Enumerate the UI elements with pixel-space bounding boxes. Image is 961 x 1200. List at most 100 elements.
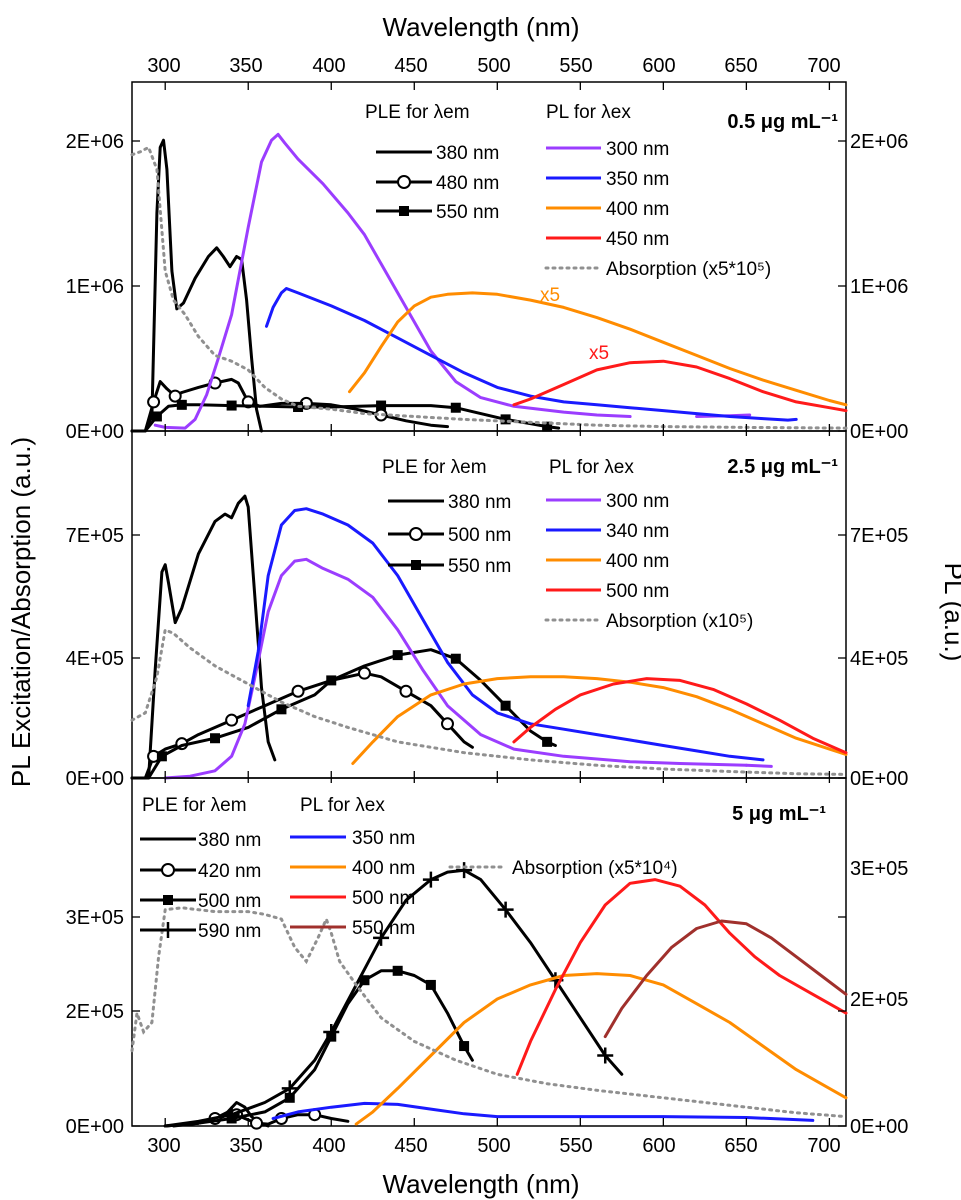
data-marker bbox=[459, 1041, 470, 1052]
series-line bbox=[348, 291, 848, 407]
data-marker bbox=[542, 736, 553, 747]
left-y-tick-label: 0E+00 bbox=[66, 421, 124, 443]
series-line bbox=[130, 377, 449, 433]
concentration-label: 0.5 μg mL⁻¹ bbox=[727, 111, 838, 133]
data-marker bbox=[399, 684, 413, 698]
left-y-tick-label: 7E+05 bbox=[66, 525, 124, 547]
data-marker bbox=[281, 1080, 298, 1097]
right-y-tick-label: 0E+00 bbox=[850, 421, 908, 443]
ple-legend-header: PLE for λem bbox=[382, 457, 487, 478]
legend-label: 550 nm bbox=[436, 202, 499, 223]
legend-marker-square bbox=[399, 206, 409, 216]
data-marker bbox=[542, 421, 553, 432]
left-y-tick-label: 0E+00 bbox=[66, 1116, 124, 1138]
left-y-tick-label: 2E+05 bbox=[66, 1001, 124, 1023]
data-marker bbox=[223, 1106, 240, 1123]
data-marker bbox=[291, 684, 305, 698]
data-marker bbox=[156, 751, 167, 762]
series-line bbox=[265, 287, 798, 422]
legend-label: 350 nm bbox=[352, 828, 415, 849]
legend-label: 450 nm bbox=[606, 229, 669, 250]
concentration-label: 5 μg mL⁻¹ bbox=[732, 803, 826, 825]
panel-frame bbox=[131, 430, 847, 779]
bottom-tick-label: 450 bbox=[394, 1135, 427, 1157]
series-line bbox=[246, 507, 765, 762]
series-line bbox=[153, 132, 632, 430]
top-tick-labels: 300 350 400 450 500 550 600 650 700 bbox=[147, 55, 840, 77]
legend-label: 400 nm bbox=[606, 551, 669, 572]
bottom-tick-label: 600 bbox=[642, 1135, 675, 1157]
series-line bbox=[351, 675, 848, 765]
right-y-tick-label: 7E+05 bbox=[850, 525, 908, 547]
top-tick-label: 600 bbox=[642, 55, 675, 77]
top-tick-label: 400 bbox=[312, 55, 345, 77]
bottom-tick-label: 550 bbox=[559, 1135, 592, 1157]
x-axis-title-top: Wavelength (nm) bbox=[383, 12, 580, 42]
data-marker bbox=[597, 1047, 614, 1064]
top-tick-label: 700 bbox=[807, 55, 840, 77]
data-marker bbox=[326, 675, 337, 686]
legend-label: 500 nm bbox=[352, 888, 415, 909]
right-y-tick-label: 0E+00 bbox=[850, 1116, 908, 1138]
left-y-tick-label: 1E+06 bbox=[66, 276, 124, 298]
y-axis-title-left: PL Excitation/Absorption (a.u.) bbox=[6, 437, 36, 787]
series-line bbox=[130, 494, 277, 780]
panel-5: 0E+00 2E+05 3E+05 0E+00 2E+05 3E+05 5 μg… bbox=[66, 777, 908, 1138]
left-y-tick-label: 0E+00 bbox=[66, 768, 124, 790]
ple-legend-header: PLE for λem bbox=[365, 102, 470, 123]
legend-label: 300 nm bbox=[606, 139, 669, 160]
data-marker bbox=[497, 901, 514, 918]
legend-label: 300 nm bbox=[606, 491, 669, 512]
left-y-tick-label: 4E+05 bbox=[66, 648, 124, 670]
bottom-tick-label: 650 bbox=[724, 1135, 757, 1157]
data-marker bbox=[225, 713, 239, 727]
data-marker bbox=[226, 400, 237, 411]
legend-label: 550 nm bbox=[448, 556, 511, 577]
bottom-tick-label: 400 bbox=[312, 1135, 345, 1157]
series-line bbox=[515, 878, 848, 1076]
data-marker bbox=[376, 400, 387, 411]
top-tick-label: 550 bbox=[559, 55, 592, 77]
series-line bbox=[512, 677, 848, 755]
top-tick-label: 650 bbox=[724, 55, 757, 77]
data-marker bbox=[392, 650, 403, 661]
data-marker bbox=[373, 929, 390, 946]
top-tick-label: 450 bbox=[394, 55, 427, 77]
series-line bbox=[163, 969, 474, 1128]
data-marker bbox=[422, 871, 439, 888]
legend-label: 380 nm bbox=[436, 143, 499, 164]
y-axis-title-right: PL (a.u.) bbox=[939, 563, 961, 662]
series-line bbox=[163, 557, 748, 780]
data-marker bbox=[176, 399, 187, 410]
series-line bbox=[163, 868, 624, 1128]
ple-legend-header: PLE for λem bbox=[142, 795, 247, 816]
top-tick-label: 350 bbox=[229, 55, 262, 77]
pl-legend-header: PL for λex bbox=[300, 795, 385, 816]
right-y-tick-label: 1E+06 bbox=[850, 276, 908, 298]
right-y-tick-label: 2E+05 bbox=[850, 989, 908, 1011]
bottom-tick-label: 500 bbox=[477, 1135, 510, 1157]
series-line bbox=[354, 972, 848, 1126]
data-marker bbox=[323, 1023, 340, 1040]
legend-marker-square bbox=[163, 895, 173, 905]
x-axis-title-bottom: Wavelength (nm) bbox=[383, 1169, 580, 1199]
legend-label: 480 nm bbox=[436, 173, 499, 194]
axis-ticks bbox=[132, 82, 846, 1127]
legend-marker-circle bbox=[397, 175, 411, 189]
legend-label: 340 nm bbox=[606, 521, 669, 542]
curves bbox=[130, 862, 848, 1130]
data-marker bbox=[359, 975, 370, 986]
legend-label: 590 nm bbox=[198, 921, 261, 942]
data-marker bbox=[500, 700, 511, 711]
data-marker bbox=[425, 979, 436, 990]
top-tick-label: 500 bbox=[477, 55, 510, 77]
data-marker bbox=[284, 1092, 295, 1103]
legend-label: 400 nm bbox=[352, 858, 415, 879]
legend-marker-circle bbox=[161, 863, 175, 877]
series-line bbox=[271, 1101, 815, 1122]
data-marker bbox=[151, 411, 162, 422]
data-marker bbox=[392, 965, 403, 976]
right-y-tick-label: 4E+05 bbox=[850, 648, 908, 670]
top-tick-label: 300 bbox=[147, 55, 180, 77]
data-marker bbox=[276, 704, 287, 715]
